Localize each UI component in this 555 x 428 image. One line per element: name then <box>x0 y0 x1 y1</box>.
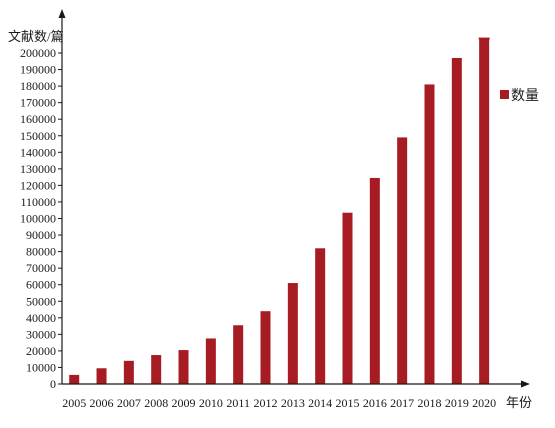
x-tick-label: 2017 <box>390 396 414 410</box>
bar <box>397 137 408 384</box>
bar <box>205 338 216 384</box>
y-tick-label: 150000 <box>20 129 56 143</box>
legend: 数量 <box>500 88 539 104</box>
bar-projected-segment <box>478 37 490 40</box>
x-tick-label: 2015 <box>336 396 360 410</box>
x-tick-label: 2009 <box>172 396 196 410</box>
legend-swatch <box>500 90 509 99</box>
x-tick-label: 2007 <box>117 396 141 410</box>
y-tick-label: 80000 <box>26 245 56 259</box>
bar <box>233 325 244 384</box>
y-tick-label: 190000 <box>20 63 56 77</box>
y-axis-label: 文献数/篇 <box>8 29 64 44</box>
y-tick-label: 200000 <box>20 46 56 60</box>
x-tick-label: 2012 <box>254 396 278 410</box>
y-tick-label: 120000 <box>20 178 56 192</box>
bar <box>424 84 435 384</box>
x-tick-label: 2008 <box>144 396 168 410</box>
y-tick-label: 160000 <box>20 112 56 126</box>
y-tick-label: 50000 <box>26 294 56 308</box>
x-tick-label: 2016 <box>363 396 387 410</box>
y-tick-label: 0 <box>50 377 56 391</box>
x-tick-label: 2005 <box>62 396 86 410</box>
y-tick-label: 90000 <box>26 228 56 242</box>
y-tick-label: 110000 <box>20 195 56 209</box>
y-axis-ticks: 0 10000 20000 30000 40000 50000 60000 70000 8000… <box>20 46 62 391</box>
bar <box>451 57 462 385</box>
x-tick-label: 2011 <box>226 396 250 410</box>
bar <box>315 248 326 384</box>
bar <box>260 311 271 384</box>
y-axis-arrow <box>58 9 66 18</box>
x-tick-label: 2010 <box>199 396 223 410</box>
y-tick-label: 10000 <box>26 360 56 374</box>
bar <box>178 350 189 384</box>
bar <box>369 177 380 384</box>
bar <box>342 212 353 384</box>
legend-label: 数量 <box>511 88 539 104</box>
x-axis-arrow <box>521 380 530 388</box>
x-tick-label: 2014 <box>308 396 332 410</box>
y-tick-label: 30000 <box>26 327 56 341</box>
x-tick-label: 2006 <box>90 396 114 410</box>
bar <box>151 355 162 384</box>
x-tick-label: 2018 <box>417 396 441 410</box>
x-axis-ticks: 2005 2006 2007 2008 2009 2010 2011 2012 2013 2014… <box>62 396 496 410</box>
y-tick-label: 100000 <box>20 212 56 226</box>
bars <box>69 37 490 385</box>
x-tick-label: 2020 <box>472 396 496 410</box>
y-tick-label: 180000 <box>20 79 56 93</box>
bar <box>96 368 107 384</box>
y-tick-label: 140000 <box>20 145 56 159</box>
y-tick-label: 170000 <box>20 96 56 110</box>
x-axis-label: 年份 <box>506 395 532 410</box>
y-tick-label: 40000 <box>26 311 56 325</box>
bar <box>123 360 134 384</box>
bar <box>479 38 490 385</box>
y-tick-label: 130000 <box>20 162 56 176</box>
bar <box>69 374 80 384</box>
bar <box>287 283 298 384</box>
y-tick-label: 60000 <box>26 278 56 292</box>
y-tick-label: 70000 <box>26 261 56 275</box>
x-tick-label: 2019 <box>445 396 469 410</box>
x-tick-label: 2013 <box>281 396 305 410</box>
y-tick-label: 20000 <box>26 344 56 358</box>
